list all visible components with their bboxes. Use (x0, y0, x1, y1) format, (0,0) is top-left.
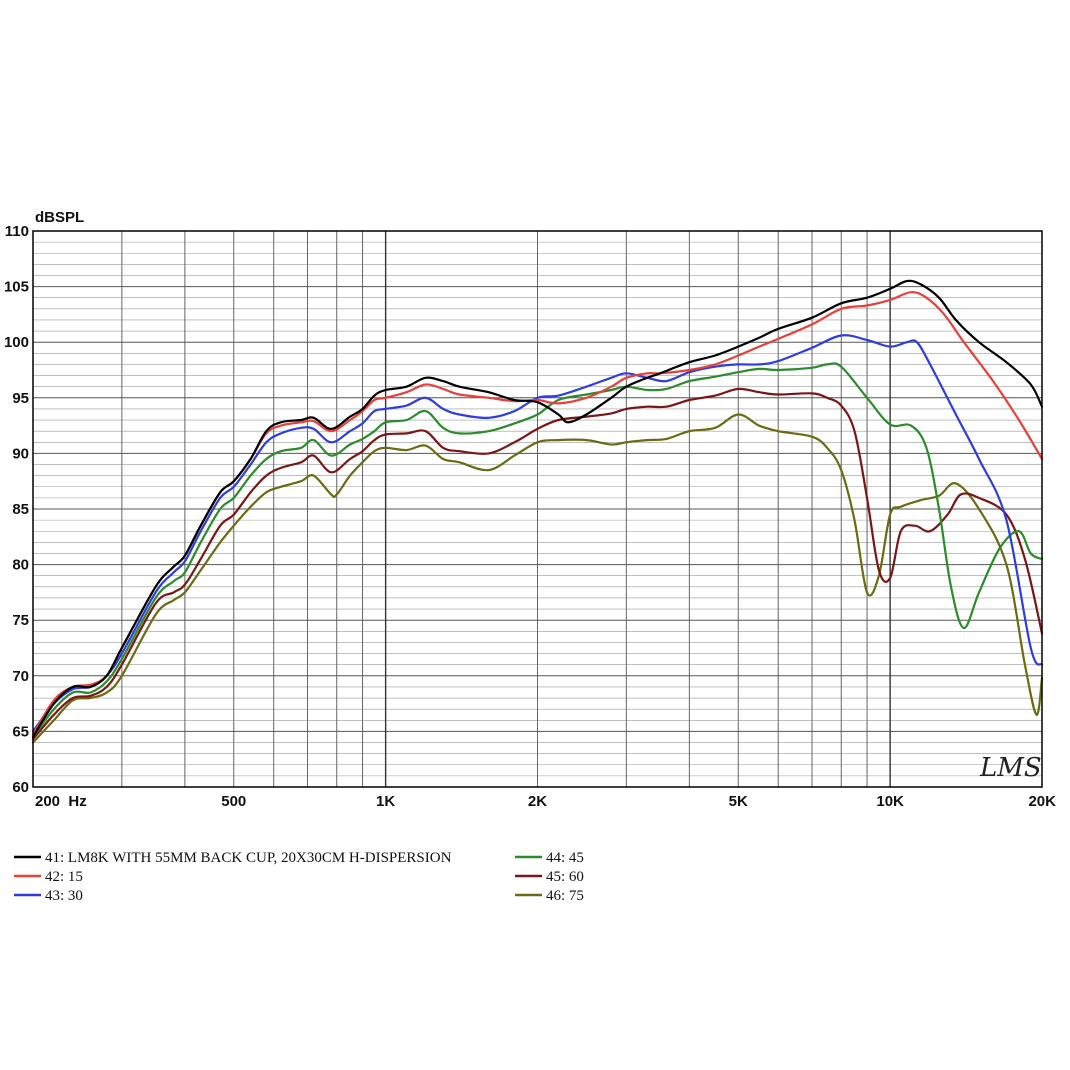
x-tick-label: 10K (876, 793, 904, 810)
legend-label: 43: 30 (45, 888, 83, 904)
y-axis-label: dBSPL (35, 209, 84, 226)
y-tick-label: 100 (4, 334, 29, 351)
legend-label: 41: LM8K WITH 55MM BACK CUP, 20X30CM H-D… (45, 850, 452, 866)
y-tick-labels: 60 65 70 75 80 85 90 95 100 105 110 (4, 223, 29, 796)
x-tick-label: 5K (729, 793, 748, 810)
y-tick-label: 110 (5, 223, 29, 240)
y-tick-label: 80 (12, 557, 29, 574)
x-tick-label: 2K (528, 793, 547, 810)
series-lines (31, 279, 1044, 744)
y-tick-label: 75 (12, 612, 29, 629)
x-tick-label: 1K (376, 793, 395, 810)
x-tick-label: 20K (1028, 793, 1056, 810)
series-line-43 (31, 334, 1044, 733)
legend-label: 46: 75 (546, 888, 584, 904)
y-tick-label: 65 (12, 723, 29, 740)
x-tick-label: 500 (221, 793, 246, 810)
y-tick-label: 95 (12, 390, 29, 407)
legend-label: 42: 15 (45, 869, 83, 885)
y-tick-label: 90 (12, 445, 29, 462)
x-tick-labels: 200 Hz 500 1K 2K 5K 10K 20K (35, 793, 1056, 810)
series-line-41 (31, 279, 1044, 739)
series-line-44 (31, 362, 1044, 739)
series-line-45 (31, 387, 1044, 741)
legend-label: 44: 45 (546, 850, 584, 866)
major-grid (33, 230, 1042, 788)
legend-label: 45: 60 (546, 869, 584, 885)
y-tick-label: 60 (12, 779, 29, 796)
series-line-46 (31, 413, 1044, 744)
plot-frame (32, 230, 1043, 788)
y-tick-label: 85 (12, 501, 29, 518)
lms-watermark: LMS (979, 753, 1042, 783)
legend: 41: LM8K WITH 55MM BACK CUP, 20X30CM H-D… (14, 850, 584, 904)
x-tick-label: 200 Hz (35, 793, 87, 810)
y-tick-label: 105 (4, 279, 29, 296)
y-tick-label: 70 (12, 668, 29, 685)
